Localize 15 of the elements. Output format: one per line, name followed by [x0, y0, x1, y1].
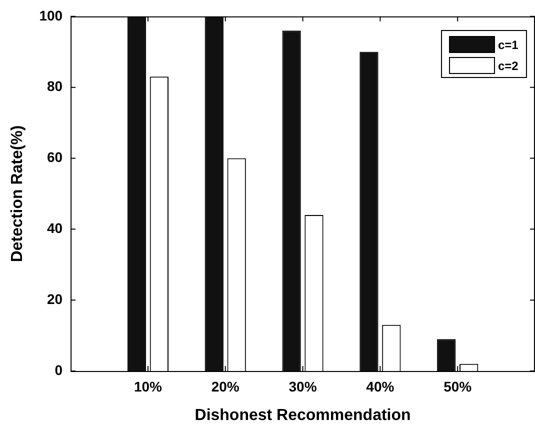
x-tick-label: 40%: [366, 378, 395, 394]
x-tick-label: 30%: [288, 378, 318, 394]
legend-label: c=1: [498, 38, 518, 52]
y-tick-label: 0: [54, 362, 63, 378]
x-axis-title: Dishonest Recommendation: [194, 406, 411, 424]
x-tick-label: 50%: [444, 378, 472, 394]
y-tick-label: 40: [46, 220, 63, 236]
y-tick-label: 60: [46, 149, 63, 166]
y-axis-title: Detection Rate(%): [9, 125, 26, 262]
y-tick-label: 20: [46, 290, 63, 307]
x-tick-label: 10%: [134, 378, 163, 394]
text: c=2: [498, 58, 518, 73]
x-tick-label: 20%: [211, 378, 240, 394]
y-tick-label: 100: [39, 7, 63, 24]
y-tick-label: 80: [46, 78, 63, 94]
